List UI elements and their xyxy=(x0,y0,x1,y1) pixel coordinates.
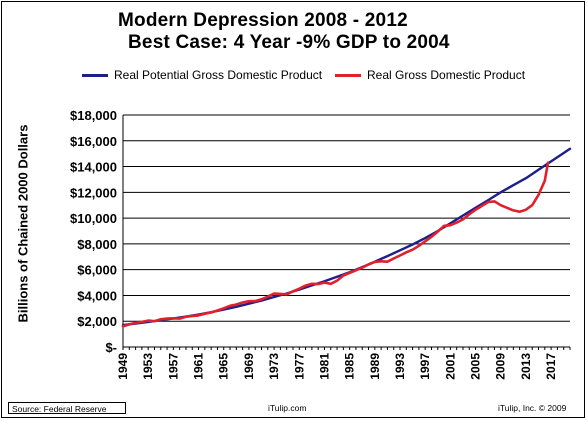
x-tick-label: 2001 xyxy=(443,353,457,380)
series-line-real-gdp xyxy=(121,161,550,328)
x-tick-label: 2017 xyxy=(544,353,558,380)
y-tick-label: $2,000 xyxy=(77,314,117,329)
x-tick-label: 2009 xyxy=(494,353,508,380)
y-tick-label: $10,000 xyxy=(70,211,117,226)
copyright-note: iTulip, Inc. © 2009 xyxy=(498,403,567,413)
chart-subtitle: Best Case: 4 Year -9% GDP to 2004 xyxy=(128,32,450,53)
site-credit: iTulip.com xyxy=(268,403,307,413)
chart-title: Modern Depression 2008 - 2012 xyxy=(118,10,408,31)
x-tick-label: 1997 xyxy=(418,353,432,380)
x-tick-label: 1957 xyxy=(166,353,180,380)
x-tick-label: 1977 xyxy=(292,353,306,380)
x-tick-labels: 1949 1953 1957 1961 1965 1969 1973 1977 1981 1985… xyxy=(116,353,558,380)
x-tick-label: 1953 xyxy=(141,353,155,380)
legend-label-potential-gdp: Real Potential Gross Domestic Product xyxy=(114,68,323,82)
legend-label-real-gdp: Real Gross Domestic Product xyxy=(367,68,526,82)
y-tick-label: $6,000 xyxy=(77,263,117,278)
x-tick-label: 1969 xyxy=(242,353,256,380)
x-tick-label: 1989 xyxy=(368,353,382,380)
x-tick-label: 2005 xyxy=(469,353,483,380)
x-tick-label: 1981 xyxy=(317,353,331,380)
y-tick-label: $- xyxy=(105,340,117,355)
y-tick-label: $16,000 xyxy=(70,134,117,149)
series-lines xyxy=(121,147,572,328)
y-tick-labels: $- $2,000 $4,000 $6,000 $8,000 $10,000 $12,000… xyxy=(70,108,117,355)
gridlines xyxy=(123,114,570,322)
x-tick-label: 1985 xyxy=(343,353,357,380)
legend-swatch-real-gdp xyxy=(335,73,361,77)
plot-area xyxy=(123,115,570,347)
y-tick-label: $12,000 xyxy=(70,185,117,200)
legend-swatch-potential-gdp xyxy=(82,73,108,77)
x-tick-label: 1993 xyxy=(393,353,407,380)
x-tick-label: 1973 xyxy=(267,353,281,380)
y-tick-label: $18,000 xyxy=(70,108,117,123)
x-tick-label: 1949 xyxy=(116,353,130,380)
y-tick-label: $4,000 xyxy=(77,288,117,303)
x-tick-label: 1961 xyxy=(192,353,206,380)
x-tick-label: 1965 xyxy=(217,353,231,380)
legend-item-potential-gdp: Real Potential Gross Domestic Product xyxy=(82,68,322,82)
source-note: Source: Federal Reserve xyxy=(8,402,126,414)
y-tick-label: $8,000 xyxy=(77,237,117,252)
legend-item-real-gdp: Real Gross Domestic Product xyxy=(335,68,525,82)
x-tick-label: 2013 xyxy=(519,353,533,380)
plot-background xyxy=(123,115,570,347)
axes xyxy=(122,115,571,350)
y-tick-label: $14,000 xyxy=(70,160,117,175)
